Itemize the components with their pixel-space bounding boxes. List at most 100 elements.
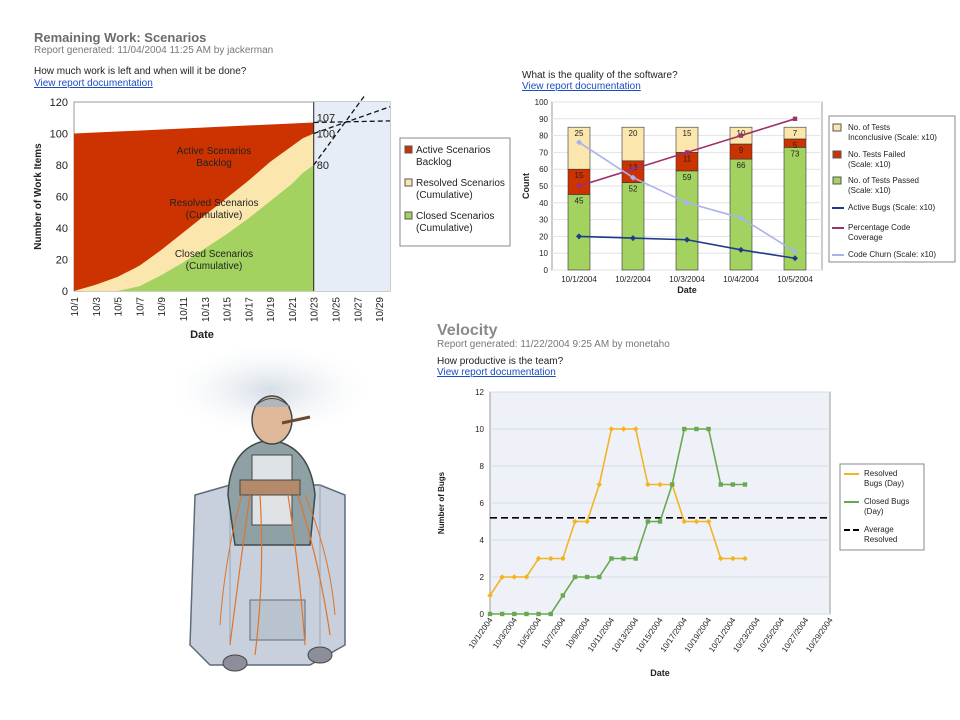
velocity-point (620, 426, 627, 432)
y-tick-label: 4 (480, 536, 485, 545)
y-tick-label: 12 (475, 388, 484, 397)
legend-entry-1: Resolved Scenarios (Cumulative) (416, 178, 505, 201)
legend-entry-0: Active Scenarios Backlog (416, 145, 490, 168)
legend-entry-3: Active Bugs (Scale: x10) (848, 203, 935, 212)
bar-data-label: 73 (791, 149, 800, 158)
x-tick-label: 10/25 (332, 297, 343, 322)
y-tick-label: 40 (56, 223, 68, 235)
y-tick-label: 60 (539, 165, 548, 174)
y-tick-label: 20 (56, 255, 68, 267)
legend-entry-0: No. of Tests Inconclusive (Scale: x10) (848, 123, 937, 142)
velocity-point (742, 482, 748, 487)
y-tick-label: 100 (50, 129, 68, 141)
legend-entry-2: Average Resolved (864, 525, 897, 544)
y-tick-label: 2 (480, 573, 485, 582)
y-tick-label: 0 (62, 286, 68, 298)
velocity-point (718, 482, 723, 487)
velocity-point (730, 482, 736, 487)
velocity-title: Velocity (437, 322, 498, 339)
bar-data-label: 59 (683, 173, 692, 182)
end-value-label-2: 80 (317, 160, 329, 172)
velocity-legend: Resolved Bugs (Day) Closed Bugs (Day) Averag… (839, 463, 925, 551)
x-tick-label: 10/13 (201, 297, 212, 322)
x-axis-title: Date (190, 329, 214, 341)
velocity-point (682, 426, 687, 432)
quality-question: What is the quality of the software? (522, 70, 678, 81)
velocity-point (499, 611, 505, 617)
velocity-point (681, 518, 688, 525)
velocity-point (633, 556, 638, 561)
x-tick-label: 10/3 (92, 297, 103, 317)
velocity-series-0 (489, 428, 745, 596)
velocity-series-1 (490, 428, 745, 615)
x-tick-label: 10/17 (244, 297, 255, 322)
legend-swatch (404, 178, 413, 187)
velocity-point (632, 426, 639, 432)
bar-segment-0 (729, 158, 753, 271)
velocity-point (706, 426, 711, 432)
y-tick-label: 10 (475, 425, 484, 434)
velocity-point (511, 574, 518, 580)
quality-chart: 0 10 20 30 40 50 60 70 80 90 100 45 15 25 10/1/2004 52 1… (521, 98, 956, 295)
velocity-point (487, 611, 493, 617)
bar-data-label: 9 (739, 146, 744, 155)
bar-data-label: 15 (683, 129, 692, 138)
y-tick-label: 50 (539, 182, 548, 191)
legend-entry-4: Percentage Code Coverage (848, 223, 911, 242)
projection-line-0 (313, 120, 391, 124)
line-point (738, 133, 744, 138)
velocity-point (560, 593, 566, 598)
line-point (630, 235, 636, 242)
velocity-question: How productive is the team? (437, 356, 564, 367)
line-point (684, 236, 690, 243)
x-tick-label: 10/1 (70, 297, 81, 317)
end-value-label-0: 107 (317, 112, 335, 124)
overworked-manager-illustration (170, 345, 370, 672)
line-point (576, 139, 582, 146)
velocity-point (609, 556, 614, 561)
y-tick-label: 8 (480, 462, 485, 471)
x-tick-label: 10/27 (353, 297, 364, 322)
line-point (792, 116, 798, 121)
velocity-point (596, 481, 603, 488)
bar-segment-0 (675, 170, 699, 271)
x-tick-label: 10/29 (375, 297, 386, 322)
legend-swatch (832, 176, 842, 185)
y-tick-label: 90 (539, 115, 548, 124)
x-axis-title: Date (677, 285, 697, 295)
velocity-point (524, 611, 529, 617)
velocity-point (645, 481, 651, 488)
quality-doc-link[interactable]: View report documentation (522, 81, 641, 92)
velocity-doc-link[interactable]: View report documentation (437, 367, 556, 378)
velocity-point (512, 611, 517, 617)
bar-data-label: 5 (793, 141, 798, 150)
remaining-work-doc-link[interactable]: View report documentation (34, 78, 153, 89)
y-tick-label: 10 (539, 249, 548, 258)
bar-segment-0 (567, 194, 591, 271)
area-label-0: Active Scenarios Backlog (177, 146, 251, 169)
velocity-point (657, 519, 663, 524)
x-tick-label: 10/5 (114, 297, 125, 317)
line-point (792, 248, 798, 255)
line-point (684, 150, 690, 155)
line-point (576, 183, 582, 189)
line-point (738, 214, 744, 221)
bar-segment-2 (567, 126, 591, 170)
remaining-work-legend: Active Scenarios Backlog Resolved Scenario… (399, 137, 511, 247)
x-tick-label: 10/11 (179, 297, 190, 322)
bar-data-label: 7 (793, 129, 798, 138)
bar-data-label: 11 (683, 154, 692, 163)
bar-data-label: 52 (629, 185, 638, 194)
line-point (738, 246, 744, 253)
x-tick-label: 10/1/2004 (561, 275, 597, 284)
x-axis-title: Date (650, 668, 670, 678)
area-closed-cumulative (74, 165, 314, 291)
bar-data-label: 25 (575, 129, 584, 138)
y-tick-label: 80 (539, 132, 548, 141)
legend-entry-1: No. Tests Failed (Scale: x10) (848, 150, 905, 169)
area-label-1: Resolved Scenarios (Cumulative) (170, 198, 259, 221)
y-tick-label: 40 (539, 199, 548, 208)
bar-data-label: 66 (737, 161, 746, 170)
y-tick-label: 0 (480, 610, 485, 619)
legend-swatch (404, 145, 413, 154)
